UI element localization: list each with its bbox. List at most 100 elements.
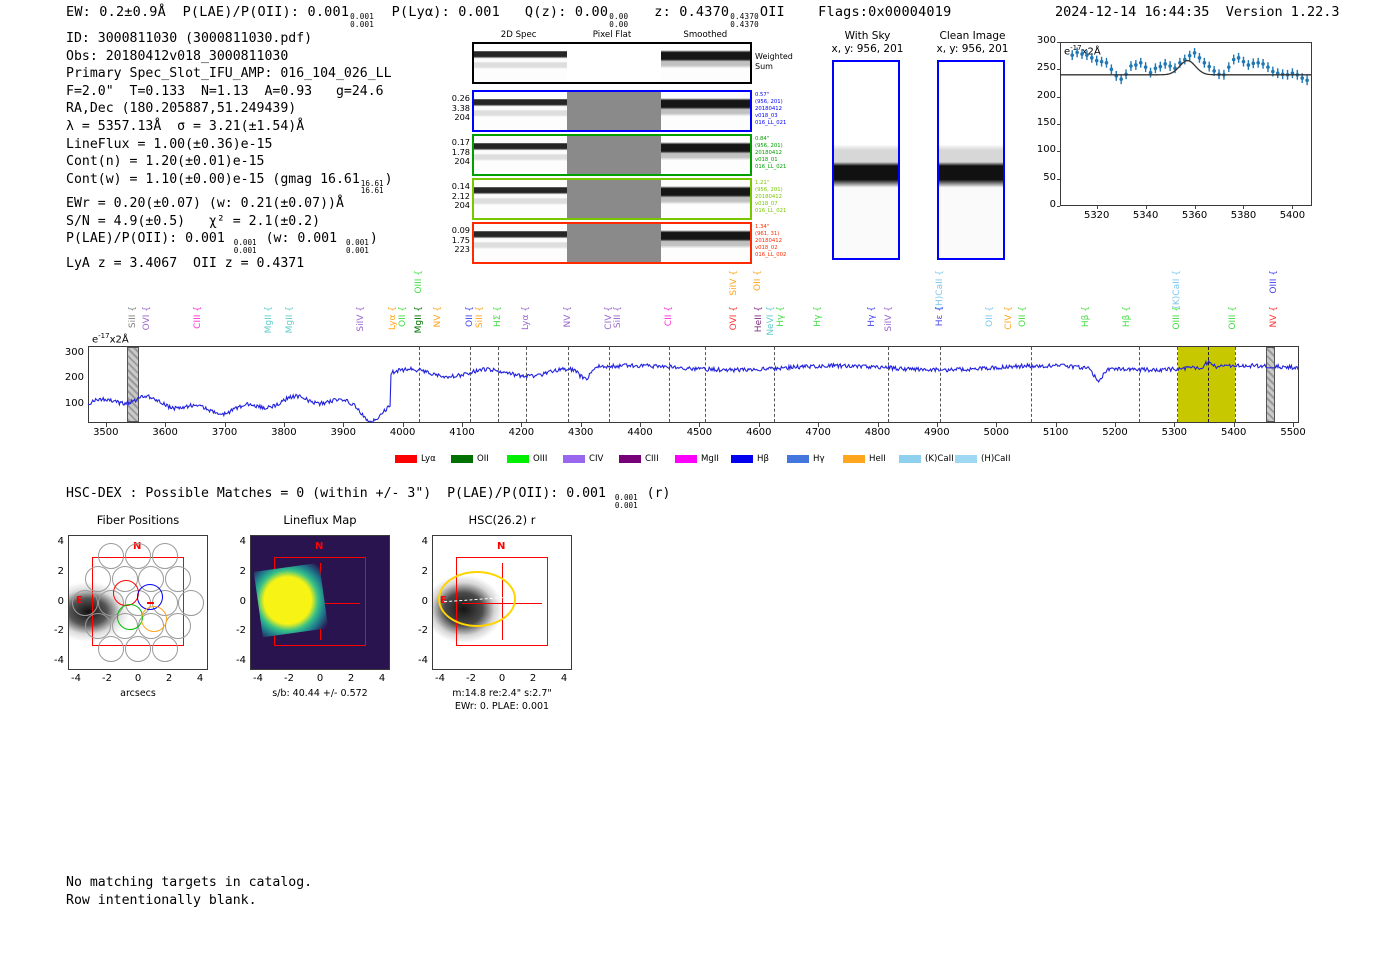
cutout-image-1 xyxy=(937,60,1005,260)
fiber-row-0-meta-2: 20180412 xyxy=(755,106,782,112)
spectrum-center-marker xyxy=(1208,347,1210,422)
legend-label-0: Lyα xyxy=(421,454,436,464)
fiber-highlight-0 xyxy=(113,579,139,606)
hsc-plae-lo: 0.001 xyxy=(614,500,638,510)
bottom-panel-title-1: Lineflux Map xyxy=(283,513,357,527)
fiber-row-3-sub-2 xyxy=(660,224,750,262)
legend-label-9: (K)CaII xyxy=(925,454,954,464)
fiber-row-2-meta-2: 20180412 xyxy=(755,194,782,200)
spec2d-column-title-0: 2D Spec xyxy=(500,30,537,40)
lineflux-blob xyxy=(253,562,329,638)
bottom-panel-2-xtick-3: 2 xyxy=(529,673,537,684)
zoom-ytick-mark-0 xyxy=(1057,206,1060,207)
legend-swatch-8 xyxy=(843,454,865,463)
info-plae-w-hi: 0.001 xyxy=(345,238,369,248)
bottom-panel-2-ytick-0: 4 xyxy=(421,536,428,547)
gmag-lo: 16.61 xyxy=(360,186,384,196)
info-radec: RA,Dec (180.205887,51.249439) xyxy=(66,101,297,117)
bottom-panel-2-ytick-3: -2 xyxy=(418,625,428,637)
legend-item-CIII: CIII xyxy=(619,454,659,464)
info-cont-w-post: ) xyxy=(384,171,393,187)
zoom-ytick-200: 200 xyxy=(1036,89,1056,101)
spectrum-line-label-SiII-12: SiII { xyxy=(474,306,485,329)
zoom-ytick-300: 300 xyxy=(1036,35,1056,46)
legend-swatch-5 xyxy=(675,454,697,463)
spectrum-line-marker-4818 xyxy=(888,347,890,422)
fiber-row-2-meta-1: (956, 201) xyxy=(755,187,783,193)
bottom-panel-title-0: Fiber Positions xyxy=(96,513,180,527)
bottom-panel-1-xtick-1: -2 xyxy=(284,673,294,684)
bottom-panel-0-xlabel: arcsecs xyxy=(120,688,156,699)
plae-lo: 0.001 xyxy=(350,19,375,29)
header-version: Version 1.22.3 xyxy=(1225,4,1340,20)
spectrum-xtick-5300: 5300 xyxy=(1161,427,1188,438)
info-plae-hi: 0.001 xyxy=(233,238,257,248)
spectrum-line-marker-5403 xyxy=(1235,347,1237,422)
full-spectrum-plot: 100 200 300 3500 3600 3700 3800 3900 4000 4100 420… xyxy=(0,264,1400,474)
spectrum-xtick-4200: 4200 xyxy=(508,427,535,438)
spectrum-line-label-OII-11: OII { xyxy=(464,306,475,327)
info-plae-mid: (w: 0.001 xyxy=(265,231,338,247)
fiber-row-3-sub-0 xyxy=(474,224,568,262)
spectrum-xtick-mark-4300 xyxy=(580,423,582,427)
fiber-row-1-left-2: 204 xyxy=(454,156,470,166)
spectrum-units-note: e-17x2Å xyxy=(92,332,129,346)
zoom-ytick-100: 100 xyxy=(1036,144,1056,156)
legend-swatch-3 xyxy=(563,454,585,463)
spectrum-line-label-CIV-31: CIV { xyxy=(1004,306,1015,330)
legend-item-H: Hγ xyxy=(787,454,825,464)
fiber-row-3-meta-0: 1.34" xyxy=(755,224,770,230)
spectrum-xtick-5100: 5100 xyxy=(1042,427,1069,438)
spectrum-xtick-mark-3600 xyxy=(165,423,167,427)
spectrum-line-marker-5240 xyxy=(1138,347,1140,422)
spec2d-column-title-1: Pixel Flat xyxy=(592,30,632,40)
bottom-panel-1-xtick-3: 2 xyxy=(347,673,355,684)
hsc-plae-fraction: 0.001 0.001 xyxy=(615,494,638,510)
spectrum-xtick-mark-4400 xyxy=(640,423,642,427)
legend-item-Ly: Lyα xyxy=(395,454,436,464)
spectrum-xtick-4000: 4000 xyxy=(389,427,416,438)
legend-label-10: (H)CaII xyxy=(981,454,1011,464)
fiber-row-0-left-0: 0.26 xyxy=(451,93,470,103)
full-spectrum-axes xyxy=(88,346,1299,423)
bottom-panel-1-xtick-2: 0 xyxy=(316,673,324,684)
spectrum-line-label-H-34: Hβ { xyxy=(1121,306,1132,328)
emission-line-zoom-plot: 0 50 100 150 200 250 300 5320 5340 5360 5380 5400 e-… xyxy=(0,0,1400,270)
footer-note: No matching targets in catalog. Row inte… xyxy=(66,874,312,910)
spectrum-xtick-4700: 4700 xyxy=(805,427,831,438)
spectrum-xtick-5400: 5400 xyxy=(1220,427,1247,438)
legend-item-HeII: HeII xyxy=(843,454,886,464)
spectrum-ytick-300: 300 xyxy=(64,346,84,358)
bottom-panel-0-ytick-0: 4 xyxy=(57,536,64,547)
spectrum-line-label-H-29: Hε { xyxy=(934,306,945,327)
bottom-panel-0-xtick-2: 0 xyxy=(134,673,142,684)
fiber-highlight-3 xyxy=(141,605,167,632)
fiber-row-1-meta-0: 0.84" xyxy=(755,136,770,142)
fiber-row-2-sub-1 xyxy=(567,180,661,218)
cutout-title-1: Clean Image x, y: 956, 201 xyxy=(925,30,1020,56)
fiber-row-2-sub-2 xyxy=(660,180,750,218)
spectrum-xtick-mark-3800 xyxy=(283,423,285,427)
fiber-circle-12 xyxy=(85,612,112,639)
spectrum-line-label-OII-21: OII { xyxy=(752,270,763,291)
legend-item-HCaII: (H)CaII xyxy=(955,454,1011,464)
spectrum-xtick-mark-4200 xyxy=(521,423,523,427)
cutout-name-1: Clean Image xyxy=(939,30,1006,42)
fiber-row-1-meta-1: (956, 201) xyxy=(755,143,783,149)
fiber-row-panel-3 xyxy=(472,222,752,264)
fiber-row-2-meta-0: 1.21" xyxy=(755,180,770,186)
spectrum-xtick-mark-3700 xyxy=(224,423,226,427)
fiber-circle-6 xyxy=(164,566,191,593)
spectrum-line-label-NV-15: NV { xyxy=(562,306,573,328)
spectrum-xtick-4100: 4100 xyxy=(449,427,475,438)
spectrum-line-label-SiII-17: SiII { xyxy=(612,306,623,329)
info-continuum-narrow: Cont(n) = 1.20(±0.01)e-15 xyxy=(66,154,265,170)
zoom-xtick-mark-5360 xyxy=(1194,206,1196,209)
spectrum-line-label-CII-18: CII { xyxy=(663,306,674,327)
header-z: z: 0.4370 xyxy=(654,4,730,20)
spectrum-line-label-MgII-4: MgII { xyxy=(284,306,295,334)
spectrum-line-label-SiIV-27: SiIV { xyxy=(884,306,895,332)
spectrum-xtick-5200: 5200 xyxy=(1102,427,1128,438)
bottom-panel-1-caption: s/b: 40.44 +/- 0.572 xyxy=(272,688,368,699)
